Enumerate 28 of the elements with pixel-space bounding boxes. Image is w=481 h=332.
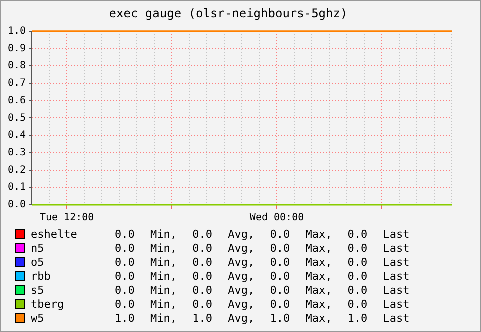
text: 0.0 Min, 0.0 Avg, 0.0 Max, 0.0 Last bbox=[115, 284, 410, 296]
text: 0.0 Min, 0.0 Avg, 0.0 Max, 0.0 Last bbox=[115, 298, 410, 310]
y-tick-label: 0.8 bbox=[8, 60, 26, 72]
text: 0.0 Min, 0.0 Avg, 0.0 Max, 0.0 Last bbox=[115, 256, 410, 268]
y-tick-label: 0.5 bbox=[8, 112, 26, 124]
legend-label: eshelte bbox=[31, 228, 78, 240]
x-tick-label: Tue 12:00 bbox=[40, 212, 94, 224]
chart-title: exec gauge (olsr-neighbours-5ghz) bbox=[109, 6, 348, 20]
y-tick-label: 1.0 bbox=[8, 26, 26, 37]
legend-label: rbb bbox=[31, 270, 52, 282]
y-tick-label: 0.9 bbox=[8, 43, 26, 54]
y-tick-label: 0.6 bbox=[8, 95, 26, 106]
legend-label: w5 bbox=[31, 312, 46, 324]
legend-label: o5 bbox=[31, 256, 46, 268]
y-tick-label: 0.1 bbox=[8, 182, 26, 194]
y-tick-label: 0.7 bbox=[8, 78, 26, 90]
text: 0.0 Min, 0.0 Avg, 0.0 Max, 0.0 Last bbox=[115, 242, 410, 254]
text: 0.0 Min, 0.0 Avg, 0.0 Max, 0.0 Last bbox=[115, 228, 410, 240]
y-tick-label: 0.4 bbox=[8, 130, 26, 142]
legend-label: tberg bbox=[31, 298, 66, 310]
legend-label: s5 bbox=[31, 284, 46, 296]
y-tick-label: 0.2 bbox=[8, 164, 26, 176]
legend-label: n5 bbox=[31, 242, 46, 254]
text: 0.0 Min, 0.0 Avg, 0.0 Max, 0.0 Last bbox=[115, 270, 410, 282]
y-tick-label: 0.0 bbox=[8, 200, 26, 211]
text: 1.0 Min, 1.0 Avg, 1.0 Max, 1.0 Last bbox=[115, 312, 410, 324]
y-tick-label: 0.3 bbox=[8, 148, 26, 159]
x-tick-label: Wed 00:00 bbox=[250, 212, 304, 224]
